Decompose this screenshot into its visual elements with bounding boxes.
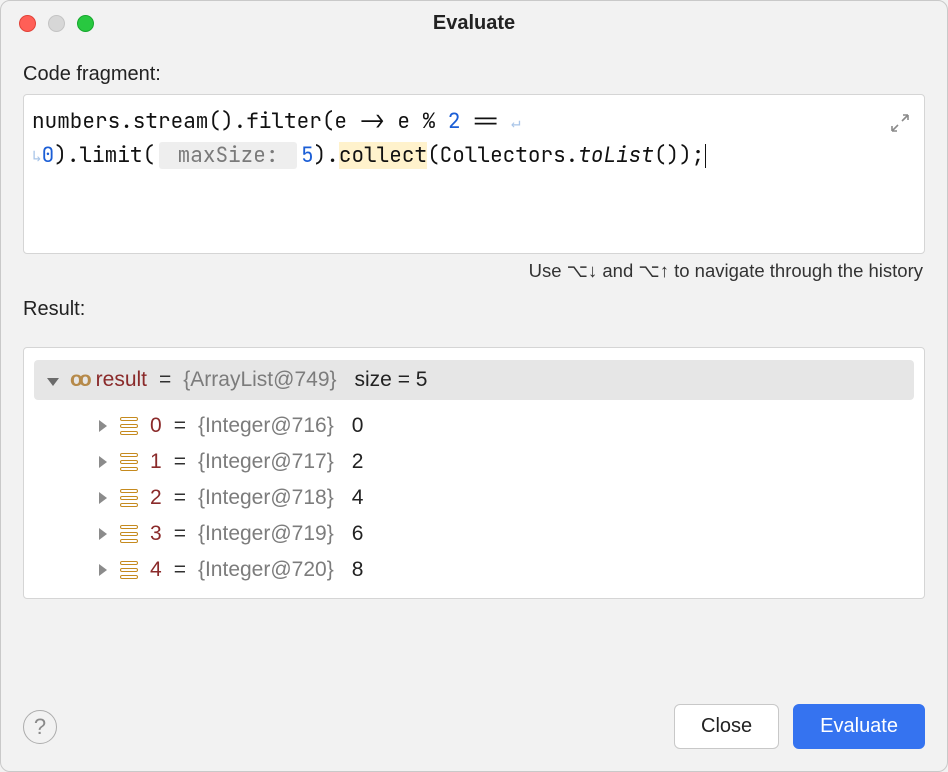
chevron-down-icon[interactable] xyxy=(44,370,62,391)
tree-row[interactable]: 2 = {Integer@718} 4 xyxy=(24,480,924,516)
element-index: 3 xyxy=(150,522,162,546)
code-number: 5 xyxy=(301,142,314,169)
array-element-icon xyxy=(120,417,138,435)
soft-wrap-icon: ↵ xyxy=(511,111,521,132)
code-text: (Collectors. xyxy=(427,142,578,169)
object-type: {Integer@717} xyxy=(198,450,334,474)
tree-row-root[interactable]: oo result = {ArrayList@749} size = 5 xyxy=(34,360,914,400)
element-index: 2 xyxy=(150,486,162,510)
equals-text: = xyxy=(174,450,186,474)
hint-text: Use xyxy=(529,260,567,281)
code-text: ).limit( xyxy=(54,142,155,169)
element-index: 0 xyxy=(150,414,162,438)
element-index: 4 xyxy=(150,558,162,582)
watch-icon: oo xyxy=(70,368,88,392)
chevron-right-icon[interactable] xyxy=(94,560,112,581)
tree-row[interactable]: 1 = {Integer@717} 2 xyxy=(24,444,924,480)
array-element-icon xyxy=(120,525,138,543)
object-value: 2 xyxy=(352,450,364,474)
chevron-right-icon[interactable] xyxy=(94,416,112,437)
array-element-icon xyxy=(120,453,138,471)
code-fragment-input[interactable]: numbers.stream().filter(e -> e % 2 == ↵ … xyxy=(23,94,925,254)
object-type: {Integer@720} xyxy=(198,558,334,582)
code-text: == xyxy=(460,108,510,135)
code-highlight: collect xyxy=(339,142,427,169)
object-type: {Integer@718} xyxy=(198,486,334,510)
chevron-right-icon[interactable] xyxy=(94,452,112,473)
close-window-icon[interactable] xyxy=(19,15,36,32)
code-number: 2 xyxy=(448,108,461,135)
array-element-icon xyxy=(120,561,138,579)
text-cursor xyxy=(705,144,706,168)
hint-text: and xyxy=(597,260,638,281)
object-value: 0 xyxy=(352,414,364,438)
window-title: Evaluate xyxy=(1,12,947,35)
variable-name: result xyxy=(96,368,147,392)
result-tree: oo result = {ArrayList@749} size = 5 0 =… xyxy=(23,347,925,599)
equals-text: = xyxy=(159,368,171,392)
history-hint: Use ⌥↓ and ⌥↑ to navigate through the hi… xyxy=(23,254,925,282)
object-value: 6 xyxy=(352,522,364,546)
close-button[interactable]: Close xyxy=(674,704,779,749)
array-element-icon xyxy=(120,489,138,507)
tree-row[interactable]: 3 = {Integer@719} 6 xyxy=(24,516,924,552)
soft-wrap-continuation-icon: ↳ xyxy=(32,145,42,166)
object-extra: size = 5 xyxy=(355,368,428,392)
result-label: Result: xyxy=(23,298,925,321)
hint-shortcut: ⌥↓ xyxy=(567,260,598,281)
hint-text: to navigate through the history xyxy=(669,260,923,281)
titlebar: Evaluate xyxy=(1,1,947,45)
tree-row[interactable]: 0 = {Integer@716} 0 xyxy=(24,408,924,444)
equals-text: = xyxy=(174,414,186,438)
minimize-window-icon[interactable] xyxy=(48,15,65,32)
equals-text: = xyxy=(174,558,186,582)
object-type: {Integer@719} xyxy=(198,522,334,546)
code-number: 0 xyxy=(42,142,55,169)
equals-text: = xyxy=(174,486,186,510)
code-italic: toList xyxy=(578,142,654,169)
chevron-right-icon[interactable] xyxy=(94,488,112,509)
equals-text: = xyxy=(174,522,186,546)
code-text: ()); xyxy=(654,142,704,169)
object-type: {Integer@716} xyxy=(198,414,334,438)
hint-shortcut: ⌥↑ xyxy=(638,260,669,281)
tree-row[interactable]: 4 = {Integer@720} 8 xyxy=(24,552,924,588)
evaluate-dialog: Evaluate Code fragment: numbers.stream()… xyxy=(0,0,948,772)
parameter-hint: maxSize: xyxy=(159,142,297,169)
evaluate-button[interactable]: Evaluate xyxy=(793,704,925,749)
chevron-right-icon[interactable] xyxy=(94,524,112,545)
code-fragment-label: Code fragment: xyxy=(23,63,925,86)
object-value: 8 xyxy=(352,558,364,582)
expand-editor-icon[interactable] xyxy=(890,113,910,137)
code-text: ). xyxy=(314,142,339,169)
zoom-window-icon[interactable] xyxy=(77,15,94,32)
help-icon[interactable]: ? xyxy=(23,710,57,744)
element-index: 1 xyxy=(150,450,162,474)
object-value: 4 xyxy=(352,486,364,510)
object-type: {ArrayList@749} xyxy=(183,368,336,392)
code-text: numbers.stream().filter(e -> e % xyxy=(32,108,448,135)
window-controls xyxy=(1,15,94,32)
